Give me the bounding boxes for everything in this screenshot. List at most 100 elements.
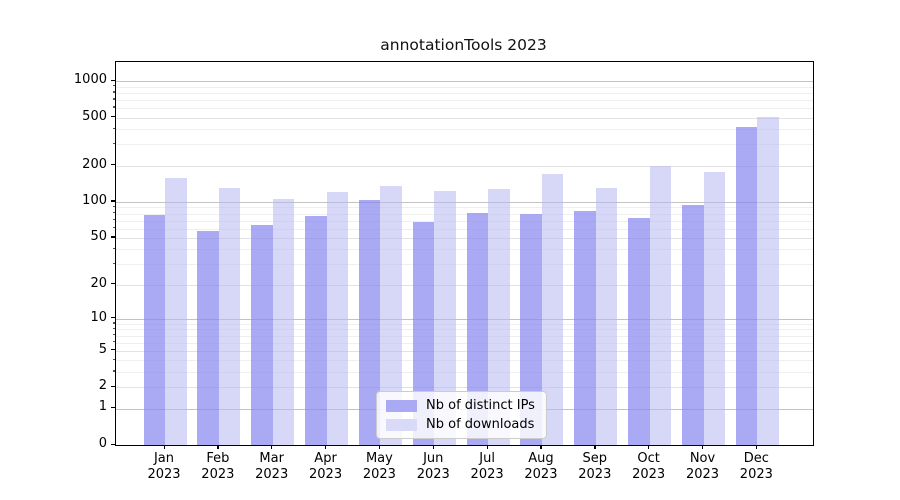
- bar-ips-may: [358, 200, 381, 445]
- legend-entry-downloads: Nb of downloads: [386, 417, 535, 432]
- gridline-8: [116, 329, 813, 331]
- bar-ips-jan: [143, 214, 165, 445]
- y-tick-label-5: 5: [98, 341, 107, 357]
- y-tick-label-0: 0: [98, 436, 107, 451]
- bar-ips-apr: [305, 215, 327, 445]
- bar-downloads-jun: [434, 191, 456, 445]
- bar-ips-oct: [628, 218, 650, 445]
- gridline-50: [116, 237, 813, 239]
- gridline-80: [116, 213, 813, 215]
- x-tick-mark-feb: [217, 445, 219, 449]
- y-minor-tick-mark-4: [112, 358, 115, 361]
- x-tick-label-may: May 2023: [362, 451, 396, 482]
- bar-downloads-oct: [649, 165, 672, 445]
- x-tick-mark-dec: [755, 445, 758, 449]
- x-tick-mark-may: [378, 445, 381, 449]
- y-tick-label-500: 500: [82, 108, 107, 124]
- bar-ips-mar: [251, 225, 273, 445]
- bar-downloads-nov: [703, 172, 725, 445]
- y-minor-tick-mark-700: [112, 98, 115, 100]
- y-minor-tick-mark-70: [112, 218, 115, 221]
- y-minor-tick-mark-600: [112, 106, 115, 108]
- legend-entry-ips: Nb of distinct IPs: [386, 398, 535, 413]
- legend-label-ips: Nb of distinct IPs: [426, 398, 535, 413]
- x-tick-label-sep: Sep 2023: [578, 451, 612, 482]
- bar-ips-dec: [735, 127, 758, 445]
- bar-downloads-aug: [541, 173, 564, 445]
- bar-downloads-jan: [165, 178, 187, 445]
- gridline-5: [116, 350, 813, 352]
- x-tick-label-oct: Oct 2023: [632, 451, 666, 482]
- y-tick-mark-0: [111, 443, 115, 445]
- bar-ips-aug: [520, 214, 542, 445]
- gridline-40: [116, 249, 813, 251]
- y-minor-tick-mark-900: [112, 85, 115, 87]
- y-minor-tick-mark-90: [112, 205, 115, 208]
- y-minor-tick-mark-400: [112, 127, 115, 130]
- x-tick-mark-oct: [648, 445, 650, 449]
- y-minor-tick-mark-60: [112, 226, 115, 229]
- chart-title: annotationTools 2023: [380, 36, 547, 54]
- y-tick-mark-10: [111, 317, 115, 319]
- gridline-7: [116, 335, 813, 337]
- y-minor-tick-mark-30: [112, 262, 115, 264]
- y-tick-label-100: 100: [82, 192, 107, 208]
- legend: Nb of distinct IPs Nb of downloads: [376, 391, 547, 439]
- gridline-800: [116, 92, 813, 94]
- gridline-2: [116, 387, 813, 389]
- y-minor-tick-mark-800: [112, 91, 115, 93]
- gridline-90: [116, 207, 813, 209]
- x-tick-mark-sep: [594, 445, 596, 449]
- y-minor-tick-mark-7: [112, 333, 115, 336]
- x-tick-label-apr: Apr 2023: [309, 451, 343, 482]
- gridline-20: [116, 284, 813, 286]
- downloads-swatch-icon: [386, 418, 417, 431]
- bar-ips-feb: [197, 231, 219, 445]
- gridline-300: [116, 144, 813, 146]
- gridline-900: [116, 86, 813, 88]
- x-tick-label-jul: Jul 2023: [470, 451, 504, 482]
- bar-downloads-sep: [595, 188, 618, 445]
- y-minor-tick-mark-8: [112, 327, 115, 330]
- y-tick-mark-1: [111, 406, 115, 409]
- bar-ips-sep: [574, 211, 596, 445]
- gridline-4: [116, 360, 813, 362]
- x-tick-label-jun: Jun 2023: [416, 451, 450, 482]
- gridline-6: [116, 342, 813, 344]
- bar-downloads-jul: [488, 189, 510, 445]
- legend-label-downloads: Nb of downloads: [426, 417, 535, 432]
- y-tick-label-2: 2: [98, 378, 107, 394]
- y-minor-tick-mark-6: [112, 340, 115, 343]
- gridline-400: [116, 129, 813, 131]
- gridline-3: [116, 372, 813, 373]
- x-tick-label-nov: Nov 2023: [685, 451, 720, 482]
- bar-downloads-dec: [757, 116, 779, 445]
- gridline-9: [116, 323, 813, 325]
- x-tick-mark-nov: [702, 445, 704, 449]
- y-tick-label-20: 20: [90, 275, 107, 291]
- y-tick-mark-2: [111, 385, 115, 387]
- y-minor-tick-mark-300: [112, 142, 115, 145]
- x-tick-mark-jul: [486, 445, 488, 449]
- bar-downloads-apr: [326, 191, 349, 445]
- x-tick-mark-aug: [540, 445, 542, 449]
- ips-swatch-icon: [386, 399, 417, 412]
- x-tick-label-feb: Feb 2023: [201, 451, 235, 482]
- x-tick-label-dec: Dec 2023: [739, 451, 773, 482]
- y-tick-label-1: 1: [98, 399, 107, 415]
- bar-ips-jun: [412, 222, 435, 445]
- gridline-60: [116, 228, 813, 230]
- y-tick-label-50: 50: [90, 228, 107, 244]
- gridline-10: [116, 318, 813, 320]
- x-tick-mark-jun: [432, 445, 435, 449]
- y-tick-mark-500: [111, 116, 115, 118]
- y-tick-mark-5: [111, 349, 115, 351]
- x-tick-label-jan: Jan 2023: [147, 451, 181, 482]
- bar-downloads-may: [380, 185, 402, 445]
- bar-ips-nov: [682, 204, 704, 445]
- y-tick-label-1000: 1000: [73, 72, 107, 88]
- x-tick-mark-apr: [325, 445, 327, 449]
- plot-area: Nb of distinct IPs Nb of downloads: [115, 61, 814, 446]
- gridline-700: [116, 99, 813, 101]
